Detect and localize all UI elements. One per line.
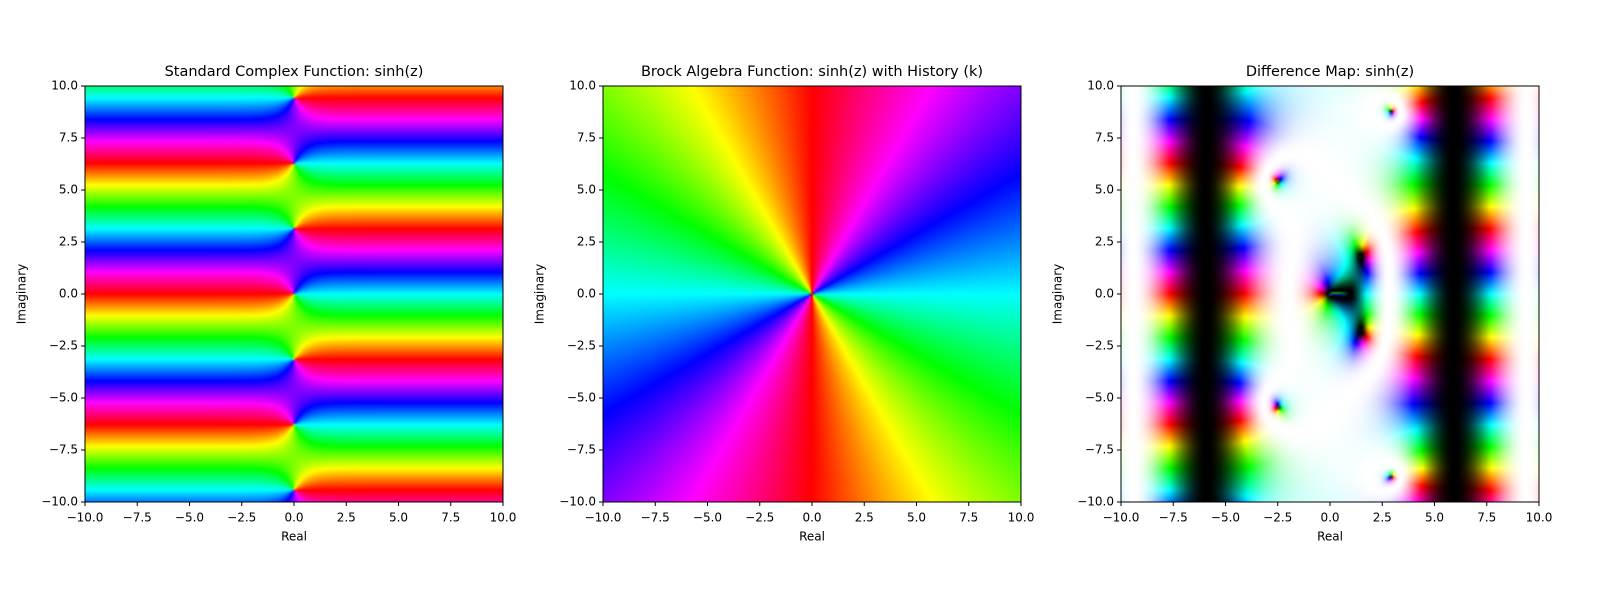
x-tick-label: −2.5 xyxy=(745,511,774,525)
y-axis-label: Imaginary xyxy=(15,264,29,325)
panel-title: Difference Map: sinh(z) xyxy=(1246,64,1414,80)
y-tick-label: 7.5 xyxy=(577,131,596,145)
y-tick-label: 2.5 xyxy=(1095,235,1114,249)
x-tick-label: −10.0 xyxy=(585,511,622,525)
y-axis-label: Imaginary xyxy=(533,264,547,325)
x-axis-label: Real xyxy=(799,530,825,544)
y-tick-label: −10.0 xyxy=(559,495,596,509)
panel: Difference Map: sinh(z) Real Imaginary −10.… xyxy=(1051,64,1553,544)
x-tick-label: 0.0 xyxy=(1320,511,1339,525)
y-tick-label: 2.5 xyxy=(577,235,596,249)
x-tick-label: 10.0 xyxy=(490,511,517,525)
x-tick-label: −2.5 xyxy=(1263,511,1292,525)
panel-title: Brock Algebra Function: sinh(z) with His… xyxy=(641,64,983,80)
y-tick-label: −2.5 xyxy=(1085,339,1114,353)
x-tick-label: 7.5 xyxy=(1477,511,1496,525)
x-tick-label: 2.5 xyxy=(337,511,356,525)
x-tick-label: 5.0 xyxy=(907,511,926,525)
y-tick-label: −2.5 xyxy=(49,339,78,353)
y-tick-label: −7.5 xyxy=(1085,443,1114,457)
x-tick-label: 7.5 xyxy=(441,511,460,525)
panel-title: Standard Complex Function: sinh(z) xyxy=(165,64,424,80)
y-tick-label: 2.5 xyxy=(59,235,78,249)
x-tick-label: 2.5 xyxy=(1373,511,1392,525)
x-tick-label: 7.5 xyxy=(959,511,978,525)
y-tick-label: 5.0 xyxy=(59,183,78,197)
y-tick-label: 7.5 xyxy=(1095,131,1114,145)
y-tick-label: 10.0 xyxy=(1087,79,1114,93)
domain-coloring xyxy=(603,86,1021,502)
y-tick-label: 10.0 xyxy=(51,79,78,93)
x-tick-label: 0.0 xyxy=(802,511,821,525)
panel: Standard Complex Function: sinh(z) Real Im… xyxy=(15,64,517,544)
y-tick-label: −7.5 xyxy=(49,443,78,457)
y-tick-label: 5.0 xyxy=(1095,183,1114,197)
x-tick-label: −7.5 xyxy=(641,511,670,525)
x-tick-label: −7.5 xyxy=(1159,511,1188,525)
x-tick-label: −5.0 xyxy=(693,511,722,525)
x-tick-label: −2.5 xyxy=(227,511,256,525)
x-tick-label: 0.0 xyxy=(284,511,303,525)
x-tick-label: −7.5 xyxy=(123,511,152,525)
y-tick-label: −5.0 xyxy=(49,391,78,405)
x-tick-label: 10.0 xyxy=(1008,511,1035,525)
x-tick-label: 2.5 xyxy=(855,511,874,525)
y-tick-label: 10.0 xyxy=(569,79,596,93)
panel: Brock Algebra Function: sinh(z) with His… xyxy=(533,64,1035,544)
y-tick-label: −10.0 xyxy=(41,495,78,509)
y-tick-label: 0.0 xyxy=(577,287,596,301)
y-tick-label: 0.0 xyxy=(1095,287,1114,301)
x-tick-label: −5.0 xyxy=(1211,511,1240,525)
y-tick-label: 0.0 xyxy=(59,287,78,301)
x-tick-label: −10.0 xyxy=(1103,511,1140,525)
y-tick-label: −2.5 xyxy=(567,339,596,353)
y-tick-label: −5.0 xyxy=(1085,391,1114,405)
x-tick-label: 5.0 xyxy=(1425,511,1444,525)
x-axis-label: Real xyxy=(1317,530,1343,544)
y-tick-label: −7.5 xyxy=(567,443,596,457)
x-axis-label: Real xyxy=(281,530,307,544)
y-axis-label: Imaginary xyxy=(1051,264,1065,325)
y-tick-label: 7.5 xyxy=(59,131,78,145)
y-tick-label: 5.0 xyxy=(577,183,596,197)
domain-coloring xyxy=(1121,86,1539,502)
domain-coloring xyxy=(85,86,503,502)
x-tick-label: 10.0 xyxy=(1526,511,1553,525)
y-tick-label: −10.0 xyxy=(1077,495,1114,509)
y-tick-label: −5.0 xyxy=(567,391,596,405)
x-tick-label: −10.0 xyxy=(67,511,104,525)
x-tick-label: 5.0 xyxy=(389,511,408,525)
x-tick-label: −5.0 xyxy=(175,511,204,525)
